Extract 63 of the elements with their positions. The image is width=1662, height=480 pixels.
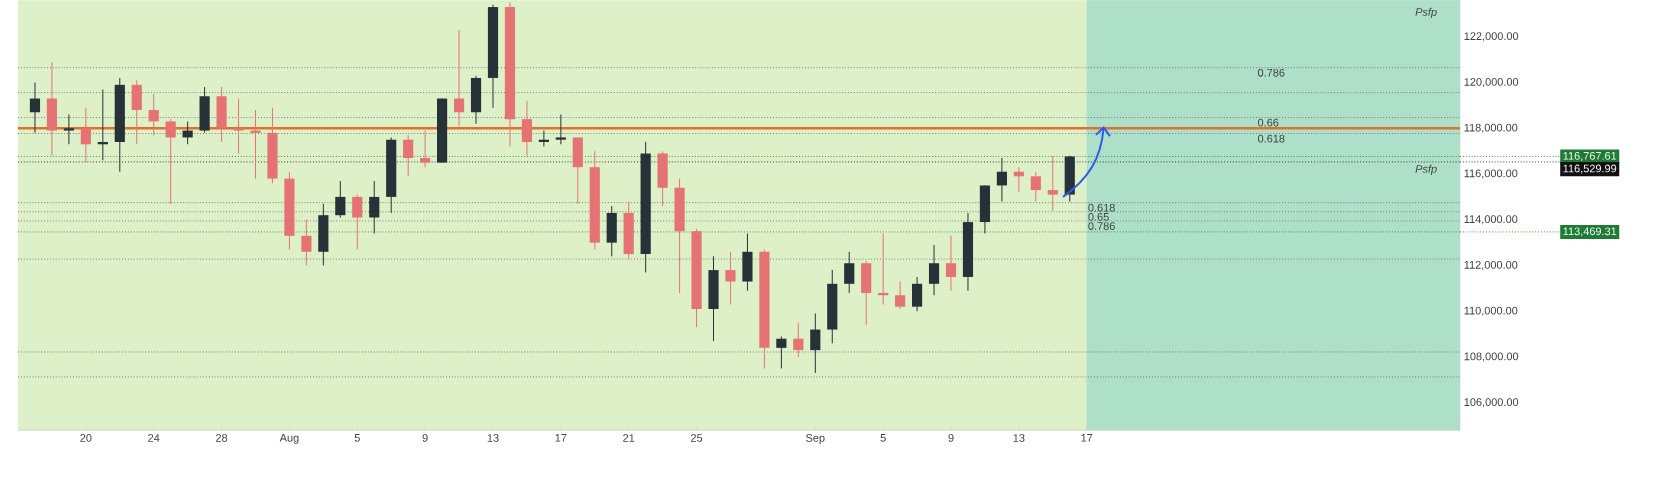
y-tick-label: 114,000.00	[1464, 215, 1518, 225]
x-tick-label: 13	[1013, 433, 1025, 442]
candlestick	[945, 235, 957, 292]
candlestick	[911, 276, 923, 312]
annotation: 0.618	[1088, 203, 1115, 212]
x-tick-label: Sep	[806, 433, 825, 444]
annotation: 0.786	[1257, 68, 1285, 77]
x-tick-label: 17	[1081, 433, 1093, 442]
x-tick-label: 13	[487, 433, 499, 442]
candlestick	[453, 29, 465, 127]
x-tick-label: 28	[216, 433, 228, 442]
y-tick-label: 110,000.00	[1464, 306, 1518, 316]
ref-line-label: 113,469.31	[1563, 227, 1617, 237]
candlestick	[63, 113, 74, 145]
y-tick-label: 120,000.00	[1464, 77, 1519, 87]
candlestick	[250, 109, 261, 180]
candlestick	[29, 81, 41, 134]
annotation: 0.65	[1088, 212, 1109, 221]
x-tick-label: 17	[555, 433, 567, 442]
y-tick-label: 112,000.00	[1464, 260, 1518, 270]
candlestick	[1047, 155, 1058, 212]
candlestick	[80, 107, 91, 163]
ref-line-label: 116,767.61	[1563, 151, 1617, 161]
x-tick-label: 9	[948, 433, 954, 442]
candlestick	[403, 134, 414, 177]
y-tick-label: 122,000.00	[1464, 32, 1519, 42]
ref-line-label: 116,529.99	[1563, 164, 1617, 174]
x-tick-label: 20	[80, 433, 92, 442]
candlestick	[369, 180, 380, 234]
candlestick	[555, 113, 566, 145]
candlestick	[776, 335, 787, 369]
candlestick	[793, 322, 804, 358]
candlestick	[928, 244, 940, 296]
candlestick	[725, 251, 736, 305]
candlestick	[335, 180, 346, 218]
annotation: 0.618	[1257, 134, 1285, 143]
candlestick	[233, 97, 244, 154]
x-tick-label: 5	[880, 433, 886, 442]
x-tick-label: 9	[422, 433, 428, 442]
candlestick	[1030, 171, 1041, 202]
candlestick	[844, 251, 855, 294]
x-tick-label: 5	[354, 433, 360, 442]
annotation: Psfp	[1415, 7, 1437, 18]
x-tick-label: 25	[691, 433, 703, 442]
x-tick-label: 21	[623, 433, 635, 442]
candlestick	[996, 157, 1007, 202]
x-tick-label: Aug	[279, 433, 299, 444]
candlestick	[420, 129, 431, 168]
annotation: Psfp	[1415, 164, 1437, 175]
y-tick-label: 108,000.00	[1464, 352, 1519, 362]
annotation: 0.66	[1257, 118, 1279, 127]
candlestick	[810, 312, 821, 374]
candlestick	[895, 280, 906, 310]
y-tick-label: 116,000.00	[1464, 169, 1518, 179]
candlestick	[352, 194, 363, 250]
candlestick	[148, 93, 159, 136]
candlestick	[165, 118, 176, 205]
annotation: 0.786	[1088, 222, 1115, 230]
candlestick	[301, 219, 312, 266]
y-tick-label: 118,000.00	[1464, 123, 1518, 133]
candlestick	[521, 100, 532, 157]
y-tick-label: 106,000.00	[1464, 398, 1519, 408]
x-tick-label: 24	[148, 433, 160, 442]
